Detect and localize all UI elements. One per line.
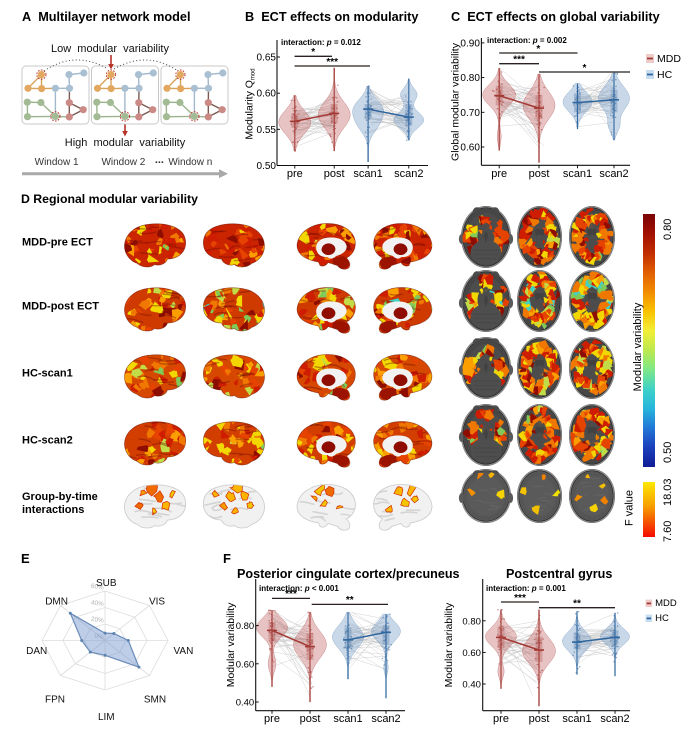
svg-text:interaction: p = 0.001: interaction: p = 0.001	[486, 584, 566, 593]
svg-text:HC-scan2: HC-scan2	[22, 435, 73, 447]
svg-text:0.55: 0.55	[257, 125, 277, 136]
svg-text:Modularity Qmod: Modularity Qmod	[244, 68, 257, 139]
svg-text:40%: 40%	[90, 599, 104, 608]
svg-text:post: post	[529, 713, 550, 725]
svg-text:Window 1: Window 1	[35, 157, 79, 168]
svg-text:0.65: 0.65	[257, 53, 277, 64]
svg-text:HC-scan1: HC-scan1	[22, 368, 73, 380]
svg-text:High modular variability: High modular variability	[65, 137, 186, 149]
svg-text:Window 2: Window 2	[101, 157, 145, 168]
svg-text:pre: pre	[287, 168, 303, 180]
svg-text:0.40: 0.40	[462, 680, 481, 691]
svg-text:**: **	[346, 595, 354, 606]
svg-text:post: post	[529, 168, 550, 180]
svg-text:18.03: 18.03	[662, 478, 674, 506]
svg-text:0.50: 0.50	[257, 161, 277, 172]
svg-text:pre: pre	[264, 713, 280, 725]
svg-text:scan1: scan1	[353, 168, 382, 180]
svg-text:0.60: 0.60	[236, 659, 255, 670]
svg-text:0%: 0%	[94, 633, 104, 641]
svg-text:20%: 20%	[90, 616, 104, 625]
svg-text:MDD-pre ECT: MDD-pre ECT	[22, 237, 93, 249]
svg-text:***: ***	[326, 57, 338, 68]
svg-text:SUB: SUB	[96, 578, 117, 589]
svg-text:VIS: VIS	[149, 597, 165, 608]
svg-text:HC: HC	[657, 69, 673, 81]
svg-text:*: *	[583, 63, 587, 74]
svg-text:...: ...	[155, 154, 164, 166]
svg-text:scan2: scan2	[600, 713, 629, 725]
svg-text:scan1: scan1	[562, 713, 591, 725]
svg-text:interactions: interactions	[22, 504, 84, 516]
svg-text:*: *	[536, 44, 540, 55]
svg-text:interaction: p = 0.012: interaction: p = 0.012	[281, 38, 361, 47]
svg-text:Global modular variability: Global modular variability	[450, 42, 462, 161]
svg-text:VAN: VAN	[174, 646, 194, 657]
svg-text:HC: HC	[655, 613, 669, 624]
svg-text:pre: pre	[493, 713, 509, 725]
svg-text:60%: 60%	[90, 583, 104, 592]
svg-text:LIM: LIM	[98, 712, 115, 723]
svg-text:**: **	[573, 599, 581, 610]
svg-text:DAN: DAN	[26, 646, 47, 657]
svg-text:Window n: Window n	[168, 157, 212, 168]
svg-text:***: ***	[513, 55, 525, 66]
svg-text:post: post	[324, 168, 345, 180]
svg-text:scan2: scan2	[371, 713, 400, 725]
svg-text:0.70: 0.70	[460, 108, 480, 119]
svg-text:FPN: FPN	[45, 695, 65, 706]
svg-text:Group-by-time: Group-by-time	[22, 491, 98, 503]
svg-text:MDD-post ECT: MDD-post ECT	[22, 301, 99, 313]
svg-text:Modular variability: Modular variability	[443, 602, 455, 687]
svg-text:interaction: p < 0.001: interaction: p < 0.001	[259, 584, 339, 593]
svg-text:***: ***	[514, 593, 526, 604]
svg-text:7.60: 7.60	[662, 521, 674, 542]
svg-text:0.90: 0.90	[460, 38, 480, 49]
svg-text:0.60: 0.60	[460, 143, 480, 154]
svg-text:*: *	[311, 47, 315, 58]
svg-text:SMN: SMN	[144, 695, 166, 706]
svg-text:post: post	[300, 713, 321, 725]
svg-text:0.50: 0.50	[662, 442, 674, 463]
svg-text:pre: pre	[491, 168, 507, 180]
svg-text:0.80: 0.80	[662, 219, 674, 240]
svg-text:0.60: 0.60	[257, 89, 277, 100]
svg-text:0.40: 0.40	[236, 698, 255, 709]
svg-text:scan1: scan1	[333, 713, 362, 725]
svg-text:0.80: 0.80	[236, 621, 255, 632]
svg-text:MDD: MDD	[657, 53, 681, 65]
svg-text:scan2: scan2	[394, 168, 423, 180]
svg-text:Modular variability: Modular variability	[632, 302, 644, 391]
svg-text:0.80: 0.80	[460, 73, 480, 84]
svg-text:scan1: scan1	[563, 168, 592, 180]
svg-text:DMN: DMN	[45, 597, 68, 608]
svg-text:MDD: MDD	[655, 598, 677, 609]
svg-text:0.80: 0.80	[462, 616, 481, 627]
svg-text:***: ***	[285, 589, 297, 600]
svg-text:0.60: 0.60	[462, 648, 481, 659]
svg-text:scan2: scan2	[599, 168, 628, 180]
svg-text:F value: F value	[624, 490, 636, 526]
svg-text:interaction: p = 0.002: interaction: p = 0.002	[487, 36, 567, 45]
svg-text:Modular variability: Modular variability	[225, 602, 237, 687]
svg-text:Low modular variability: Low modular variability	[51, 43, 169, 55]
